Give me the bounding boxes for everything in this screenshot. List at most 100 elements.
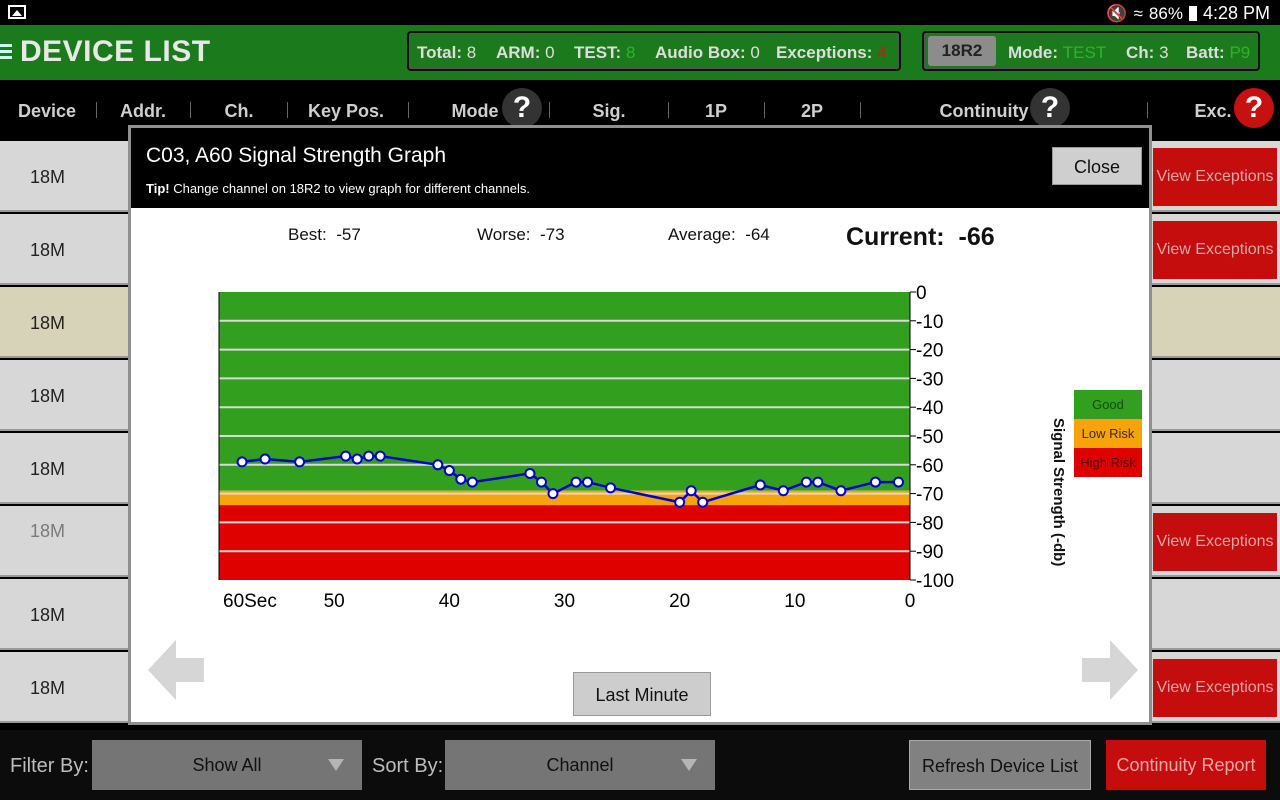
col-exc[interactable]: Exc.	[1194, 101, 1232, 121]
band-good	[219, 292, 910, 491]
data-point	[892, 476, 904, 488]
data-point	[777, 485, 789, 497]
data-point	[547, 488, 559, 500]
menu-icon[interactable]	[0, 44, 12, 59]
x-tick-label: 0	[905, 591, 916, 612]
exc-help-icon[interactable]: ?	[1234, 88, 1274, 128]
data-point	[374, 450, 386, 462]
page-title: DEVICE LIST	[20, 35, 211, 68]
best-stat: Best: -57	[288, 225, 361, 244]
y-tick-label: -60	[916, 456, 943, 477]
stat-test: TEST: 8	[574, 43, 636, 62]
y-axis-label: Signal Strength (-db)	[1050, 418, 1067, 567]
clock: 4:28 PM	[1202, 3, 1270, 23]
row-device: 18M	[30, 386, 66, 406]
tip-label: Tip!	[146, 181, 170, 196]
gallery-icon	[8, 5, 26, 19]
previous-arrow-icon[interactable]	[148, 638, 208, 702]
current-value: -66	[958, 223, 995, 251]
continuity-report-button[interactable]: Continuity Report	[1106, 740, 1266, 790]
filter-label: Filter By:	[10, 755, 89, 777]
data-point	[605, 482, 617, 494]
data-point	[294, 456, 306, 468]
stat-total: Total: 8	[417, 43, 477, 62]
data-point	[582, 476, 594, 488]
row-device: 18M	[30, 313, 66, 333]
data-point	[466, 476, 478, 488]
continuity-help-icon[interactable]: ?	[1030, 88, 1070, 128]
last-minute-button[interactable]: Last Minute	[573, 672, 711, 716]
y-tick-label: -100	[916, 571, 954, 592]
sort-value: Channel	[546, 755, 614, 775]
stat-exceptions: Exceptions: 4	[776, 43, 887, 62]
sort-select[interactable]: Channel	[445, 740, 715, 790]
x-tick-label: 30	[554, 591, 575, 612]
dropdown-arrow-icon	[681, 759, 697, 771]
y-tick-label: -30	[916, 369, 943, 390]
col-sig[interactable]: Sig.	[592, 101, 626, 121]
data-point	[812, 476, 824, 488]
data-point	[869, 476, 881, 488]
device-mode: Mode: TEST	[1008, 43, 1107, 62]
y-tick-label: 0	[916, 283, 927, 304]
data-point	[363, 450, 375, 462]
y-tick-label: -10	[916, 312, 943, 333]
data-point	[697, 496, 709, 508]
data-point	[524, 467, 536, 479]
view-exceptions-button[interactable]: View Exceptions	[1153, 659, 1277, 717]
bottom-bar: Filter By: Show All Sort By: Channel Ref…	[0, 730, 1280, 800]
data-point	[351, 453, 363, 465]
status-bar: 🔇 ≈ 86% 4:28 PM	[0, 0, 1280, 25]
dropdown-arrow-icon	[328, 759, 344, 771]
battery-percent: 86%	[1148, 3, 1183, 23]
row-device: 18M	[30, 167, 66, 187]
tip-text: Change channel on 18R2 to view graph for…	[169, 181, 530, 196]
dialog-header: C03, A60 Signal Strength Graph Tip! Chan…	[131, 128, 1149, 208]
worse-value: -73	[540, 225, 565, 244]
data-point	[535, 476, 547, 488]
x-tick-label: 40	[439, 591, 460, 612]
row-device: 18M	[30, 459, 66, 479]
data-point	[800, 476, 812, 488]
col-addr[interactable]: Addr.	[119, 101, 167, 121]
refresh-device-list-button[interactable]: Refresh Device List	[909, 740, 1091, 790]
data-point	[432, 459, 444, 471]
col-ch[interactable]: Ch.	[224, 101, 254, 121]
view-exceptions-button[interactable]: View Exceptions	[1153, 221, 1277, 279]
legend-good: Good	[1074, 390, 1142, 419]
sort-label: Sort By:	[372, 755, 444, 777]
view-exceptions-button[interactable]: View Exceptions	[1153, 148, 1277, 206]
data-point	[754, 479, 766, 491]
legend-low-risk: Low Risk	[1074, 419, 1142, 448]
y-tick-label: -80	[916, 513, 943, 534]
row-device: 18M	[30, 678, 66, 698]
data-point	[685, 485, 697, 497]
data-point	[570, 476, 582, 488]
x-tick-label: 20	[669, 591, 690, 612]
filter-value: Show All	[192, 755, 262, 775]
col-key-pos[interactable]: Key Pos.	[307, 101, 385, 121]
data-point	[455, 473, 467, 485]
data-point	[835, 485, 847, 497]
y-tick-label: -70	[916, 485, 943, 506]
battery-icon	[1188, 6, 1197, 21]
y-tick-label: -50	[916, 427, 943, 448]
close-button[interactable]: Close	[1052, 147, 1142, 185]
col-1p[interactable]: 1P	[704, 101, 728, 121]
best-value: -57	[336, 225, 361, 244]
mode-help-icon[interactable]: ?	[502, 88, 542, 128]
y-tick-label: -20	[916, 341, 943, 362]
device-channel: Ch: 3	[1126, 43, 1169, 62]
wifi-icon: ≈	[1133, 3, 1143, 23]
filter-select[interactable]: Show All	[92, 740, 362, 790]
next-arrow-icon[interactable]	[1078, 638, 1138, 702]
col-2p[interactable]: 2P	[800, 101, 824, 121]
average-value: -64	[745, 225, 770, 244]
device-stats: Total: 8 ARM: 0 TEST: 8 Audio Box: 0 Exc…	[407, 31, 901, 71]
view-exceptions-button[interactable]: View Exceptions	[1153, 513, 1277, 571]
col-device[interactable]: Device	[17, 101, 77, 121]
col-continuity[interactable]: Continuity	[939, 101, 1029, 121]
col-mode[interactable]: Mode	[451, 101, 499, 121]
stat-audio-box: Audio Box: 0	[655, 43, 760, 62]
device-status[interactable]: 18R2 Mode: TEST Ch: 3 Batt: P9	[922, 31, 1260, 71]
